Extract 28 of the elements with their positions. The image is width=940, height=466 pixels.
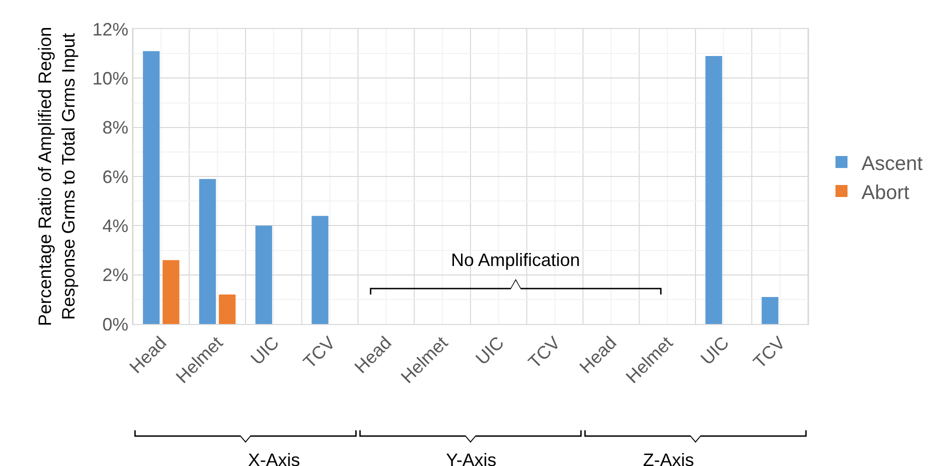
y-tick-label: 10% [92,68,128,88]
y-tick-label: 0% [102,314,128,334]
text: X-Axis [248,450,300,466]
text: Z-Axis [643,450,694,466]
bar [762,296,778,324]
legend-label: Ascent [862,152,924,175]
x-tick-label: TCV [749,332,790,372]
x-tick-label: UIC [246,332,283,369]
bar [312,216,328,324]
bar [218,294,236,324]
bar [162,260,180,324]
bar [255,226,272,324]
x-tick-label: UIC [696,332,733,369]
x-tick-label: TCV [299,332,340,372]
y-tick-label: 6% [102,166,128,187]
text: Y-Axis [446,450,496,466]
bar [199,178,216,324]
bar [705,56,722,324]
y-tick-label: 12% [92,19,128,40]
y-tick-label: 8% [102,118,128,138]
y-axis-title: Percentage Ratio of Amplified Region Response Grms to Total Grms Input [35,26,79,326]
x-tick-label: TCV [524,332,564,372]
annotation: No Amplification [451,250,580,270]
legend-label: Abort [862,182,910,204]
y-tick-label: 2% [102,265,128,286]
bar [142,51,160,324]
y-tick-label: 4% [102,216,128,236]
x-tick-label: UIC [472,332,508,369]
